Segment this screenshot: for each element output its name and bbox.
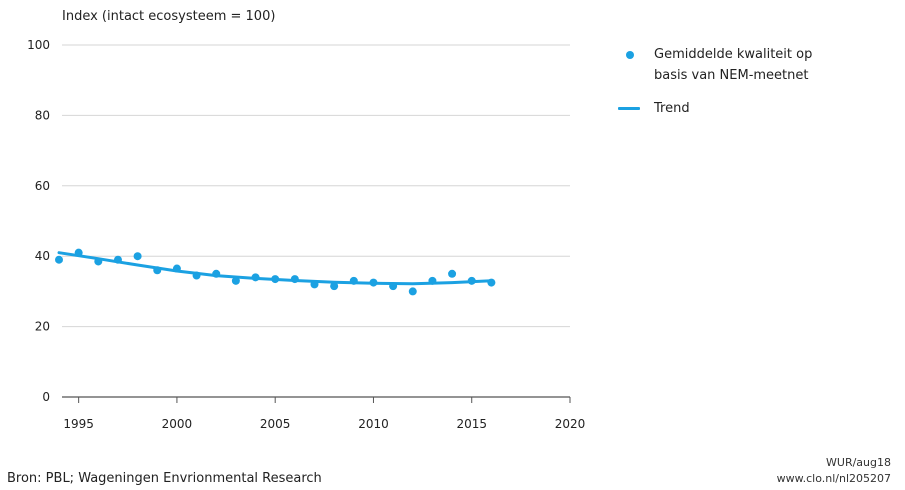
legend-label-quality-line2: basis van NEM-meetnet bbox=[654, 68, 809, 83]
data-point bbox=[428, 276, 437, 285]
legend-label-quality: Gemiddelde kwaliteit op basis van NEM-me… bbox=[654, 44, 812, 86]
y-tick-label: 40 bbox=[35, 249, 50, 263]
data-point bbox=[192, 271, 201, 280]
data-point bbox=[251, 273, 260, 282]
y-tick-label: 0 bbox=[42, 390, 50, 404]
credit-line1: WUR/aug18 bbox=[826, 456, 891, 469]
legend: Gemiddelde kwaliteit op basis van NEM-me… bbox=[618, 44, 898, 131]
y-tick-label: 60 bbox=[35, 179, 50, 193]
data-point bbox=[310, 280, 319, 289]
data-point bbox=[487, 278, 496, 287]
data-point bbox=[172, 264, 181, 273]
credit-line2: www.clo.nl/nl205207 bbox=[776, 472, 891, 485]
legend-dot-marker bbox=[618, 44, 654, 64]
y-tick-label: 20 bbox=[35, 320, 50, 334]
gridlines bbox=[62, 44, 570, 398]
data-point bbox=[467, 276, 476, 285]
data-point bbox=[74, 248, 83, 257]
x-tick-label: 2015 bbox=[456, 417, 487, 431]
data-point bbox=[271, 275, 280, 284]
data-point bbox=[55, 255, 63, 264]
x-tick-label: 1995 bbox=[63, 417, 94, 431]
y-tick-label: 80 bbox=[35, 108, 50, 122]
data-point bbox=[153, 266, 162, 275]
legend-dot bbox=[626, 51, 634, 59]
data-point bbox=[133, 252, 142, 261]
source-note: Bron: PBL; Wageningen Envrionmental Rese… bbox=[7, 471, 322, 486]
data-point bbox=[389, 282, 398, 291]
quality-series bbox=[55, 248, 496, 296]
x-axis: 1995 2000 2005 2010 2015 2020 bbox=[63, 397, 585, 431]
data-point bbox=[231, 276, 240, 285]
x-tick-label: 2020 bbox=[555, 417, 586, 431]
x-tick-label: 2005 bbox=[260, 417, 291, 431]
data-point bbox=[113, 255, 122, 264]
legend-item-quality: Gemiddelde kwaliteit op basis van NEM-me… bbox=[618, 44, 898, 86]
x-tick-label: 2000 bbox=[162, 417, 193, 431]
legend-label-trend: Trend bbox=[654, 101, 690, 116]
data-point bbox=[330, 282, 339, 291]
data-point bbox=[290, 275, 299, 284]
y-axis-label: Index (intact ecosysteem = 100) bbox=[62, 9, 275, 24]
y-axis-ticks: 100 80 60 40 20 0 bbox=[27, 38, 50, 404]
data-point bbox=[369, 278, 378, 287]
data-point bbox=[94, 257, 103, 266]
data-point bbox=[408, 287, 417, 296]
legend-line bbox=[618, 107, 640, 110]
data-point bbox=[212, 269, 221, 278]
credit-note: WUR/aug18 www.clo.nl/nl205207 bbox=[777, 455, 891, 487]
legend-label-quality-line1: Gemiddelde kwaliteit op bbox=[654, 47, 813, 62]
y-tick-label: 100 bbox=[27, 38, 50, 52]
x-tick-label: 2010 bbox=[358, 417, 389, 431]
legend-line-marker bbox=[618, 98, 654, 118]
data-point bbox=[448, 269, 457, 278]
data-point bbox=[349, 276, 358, 285]
legend-item-trend: Trend bbox=[618, 98, 898, 119]
